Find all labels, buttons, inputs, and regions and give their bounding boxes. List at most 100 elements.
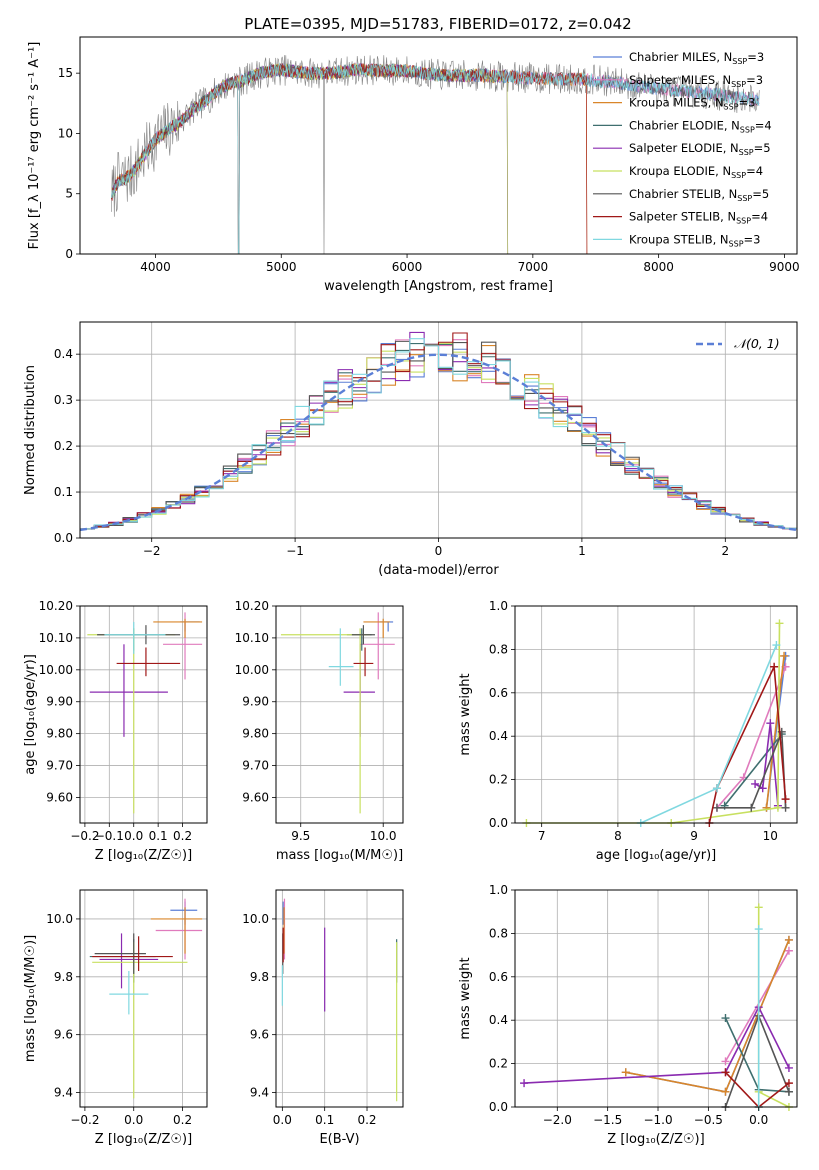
- y-tick-label: 10.0: [242, 912, 269, 926]
- data-marker: [784, 1079, 793, 1088]
- data-marker: [751, 779, 760, 788]
- y-tick-label: 10.00: [235, 663, 269, 677]
- series-salpeter-miles: [721, 946, 793, 1066]
- errorbar-salpeter-stelib: [116, 647, 181, 677]
- x-tick-label: −1.5: [593, 1113, 622, 1127]
- errorbar-chabrier-stelib: [94, 933, 146, 974]
- model-line-kroupa-elodie: [111, 63, 509, 255]
- axes-frame: [79, 889, 208, 1108]
- data-marker: [721, 1057, 730, 1066]
- x-tick-label: −2.0: [543, 1113, 572, 1127]
- data-marker: [772, 641, 781, 650]
- y-tick-label: 9.80: [46, 727, 73, 741]
- data-marker: [758, 784, 767, 793]
- y-tick-label: 0.3: [54, 393, 73, 407]
- y-tick-label: 1.0: [489, 599, 508, 613]
- y-axis-label: age [log₁₀(age/yr)]: [23, 654, 38, 775]
- data-marker: [520, 1079, 529, 1088]
- data-marker: [721, 1068, 730, 1077]
- histogram-salpeter-stelib: [80, 332, 797, 530]
- legend-label: Salpeter MILES, NSSP=3: [629, 73, 763, 89]
- x-tick-label: 1: [578, 544, 586, 558]
- x-axis-label: mass [log₁₀(M/M☉)]: [276, 848, 403, 863]
- y-tick-label: 10.20: [39, 599, 73, 613]
- x-tick-label: −2: [143, 544, 161, 558]
- y-tick-label: 9.70: [46, 759, 73, 773]
- x-tick-label: 0.0: [749, 1113, 768, 1127]
- x-tick-label: 0.0: [273, 1113, 292, 1127]
- massweight-vs-age-panel: 7 8 9 10 0.0 0.2 0.4 0.6 0.8 1.0 age [log₁₀(age/yr…: [458, 599, 798, 863]
- series-line: [625, 939, 790, 1093]
- errorbar-kroupa-miles: [363, 618, 390, 638]
- y-tick-label: 9.4: [54, 1086, 73, 1100]
- axes-frame: [79, 36, 798, 255]
- data-marker: [721, 1087, 730, 1096]
- axes-frame: [79, 321, 798, 539]
- model-line-salpeter-stelib: [111, 62, 588, 255]
- residuals-plot-area: 𝒩(0, 1): [79, 331, 798, 532]
- x-tick-label: 4000: [140, 260, 171, 274]
- legend-label: Chabrier MILES, NSSP=3: [629, 50, 764, 66]
- x-tick-label: −0.2: [70, 1113, 99, 1127]
- y-tick-label: 9.70: [242, 759, 269, 773]
- data-marker: [747, 803, 756, 812]
- y-tick-label: 0.0: [54, 531, 73, 545]
- series-line: [754, 723, 779, 806]
- data-marker: [784, 1087, 793, 1096]
- y-tick-label: 0.2: [489, 1057, 508, 1071]
- errorbar-kroupa-miles: [153, 618, 203, 638]
- x-axis-label: (data-model)/error: [378, 563, 499, 578]
- y-tick-label: 9.8: [54, 970, 73, 984]
- errorbar-kroupa-elodie: [280, 628, 371, 814]
- legend-label: Chabrier ELODIE, NSSP=4: [629, 118, 772, 134]
- y-tick-label: 9.90: [46, 695, 73, 709]
- residuals-panel: 𝒩(0, 1) −2 −1 0 1 2 0.0 0.1 0.2 0.3 0.4 (data-model…: [23, 321, 798, 578]
- x-axis-label: Z [log₁₀(Z/Z☉)]: [95, 1132, 192, 1147]
- legend-label: Salpeter STELIB, NSSP=4: [629, 210, 768, 226]
- x-tick-label: 7: [538, 829, 546, 843]
- errorbar-salpeter-miles: [360, 612, 395, 680]
- x-tick-label: 6000: [392, 260, 423, 274]
- errorbar-kroupa-elodie: [87, 628, 176, 814]
- massweight-vs-Z-panel: −2.0 −1.5 −1.0 −0.5 0.0 0.0 0.2 0.4 0.6 0.8 1.0 Z […: [458, 883, 798, 1147]
- model-line-salpeter-elodie: [111, 62, 509, 255]
- mass-vs-ebv-plot-area: [281, 898, 398, 1102]
- x-tick-label: 0.1: [315, 1113, 334, 1127]
- spectrum-plot-area: Chabrier MILES, NSSP=3 Salpeter MILES, NS…: [111, 50, 772, 255]
- x-tick-label: 9000: [769, 260, 800, 274]
- histogram-kroupa-stelib: [80, 338, 797, 530]
- y-tick-label: 10.10: [39, 631, 73, 645]
- y-tick-label: 0.8: [489, 926, 508, 940]
- errorbar-kroupa-stelib: [104, 621, 166, 654]
- y-tick-label: 0.4: [489, 729, 508, 743]
- y-axis-label: mass [log₁₀(M/M☉)]: [23, 935, 38, 1062]
- x-tick-label: −1.0: [643, 1113, 672, 1127]
- x-tick-label: 0.1: [149, 829, 168, 843]
- age-vs-Z-panel: −0.2−0.1 0.0 0.1 0.2 9.60 9.70 9.80 9.90 10.00 10…: [23, 599, 208, 863]
- series-line: [765, 655, 785, 808]
- errorbar-kroupa-elodie: [92, 942, 188, 1099]
- figure-title: PLATE=0395, MJD=51783, FIBERID=0172, z=0…: [244, 15, 631, 33]
- x-axis-label: wavelength [Angstrom, rest frame]: [324, 279, 553, 294]
- model-line-kroupa-miles: [111, 63, 588, 255]
- y-tick-label: 10.00: [39, 663, 73, 677]
- errorbar-chabrier-elodie: [89, 939, 156, 983]
- y-tick-label: 9.6: [54, 1028, 73, 1042]
- series-line: [708, 663, 787, 824]
- data-marker: [712, 784, 721, 793]
- y-tick-label: 9.4: [250, 1086, 269, 1100]
- series-chabrier-stelib: [721, 1011, 793, 1111]
- x-tick-label: −1: [286, 544, 304, 558]
- spectrum-panel: Chabrier MILES, NSSP=3 Salpeter MILES, NS…: [27, 36, 800, 294]
- legend-label: Salpeter ELODIE, NSSP=5: [629, 141, 771, 157]
- axes-frame: [275, 889, 404, 1108]
- errorbar-chabrier-stelib: [351, 625, 375, 645]
- y-tick-label: 15: [58, 66, 73, 80]
- y-tick-label: 1.0: [489, 883, 508, 897]
- errorbar-chabrier-elodie: [346, 628, 372, 651]
- x-tick-label: 10: [763, 829, 778, 843]
- x-tick-label: −0.1: [95, 829, 124, 843]
- mass-vs-Z-plot-area: [89, 898, 203, 1099]
- y-tick-label: 9.60: [242, 790, 269, 804]
- y-tick-label: 10: [58, 126, 73, 140]
